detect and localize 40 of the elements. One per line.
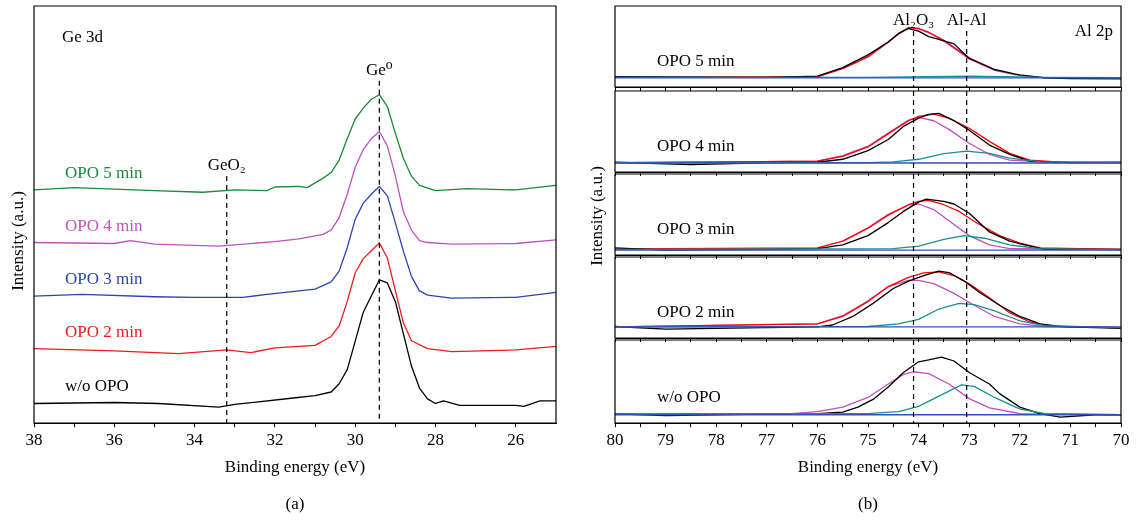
text: (a)	[284, 494, 306, 514]
x-tick-label: 70	[1112, 429, 1130, 449]
annotation: OPO 4 min	[657, 135, 735, 155]
x-tick-label: 38	[25, 429, 43, 449]
x-tick-label: 74	[910, 429, 928, 449]
series-label: OPO 4 min	[65, 215, 143, 235]
x-tick-label: 72	[1011, 429, 1029, 449]
x-tick-label: 78	[707, 429, 725, 449]
y-axis-title: Intensity (a.u.)	[587, 166, 607, 266]
annotation: Al 2p	[1074, 21, 1113, 40]
text: (b)	[857, 494, 879, 514]
x-tick-label: 26	[507, 429, 525, 449]
x-tick-label: 79	[657, 429, 675, 449]
x-tick-label: 30	[346, 429, 364, 449]
x-tick-label: 71	[1061, 429, 1079, 449]
series-label: w/o OPO	[65, 376, 129, 396]
ref-line-label: Al-Al	[946, 10, 987, 29]
ref-line-label: Ge⁰	[366, 59, 393, 79]
text: Ge 3d	[62, 27, 104, 46]
annotation: OPO 5 min	[657, 50, 735, 70]
series-label: OPO 5 min	[65, 162, 143, 182]
x-tick-label: 80	[606, 429, 624, 449]
annotation: OPO 2 min	[657, 301, 735, 321]
annotation: w/o OPO	[657, 386, 721, 406]
x-tick-label: 77	[758, 429, 776, 449]
series-label: OPO 2 min	[65, 321, 143, 341]
series-label: OPO 3 min	[65, 269, 143, 289]
y-axis-title: Intensity (a.u.)	[8, 191, 28, 291]
x-axis-title: Binding energy (eV)	[224, 457, 366, 477]
x-tick-label: 36	[105, 429, 123, 449]
ref-line-label: Al₂O₃	[892, 10, 935, 29]
x-tick-label: 32	[266, 429, 284, 449]
annotation: OPO 3 min	[657, 218, 735, 238]
ref-line-label: GeO₂	[207, 154, 246, 174]
x-axis-title: Binding energy (eV)	[797, 457, 939, 477]
x-tick-label: 28	[427, 429, 445, 449]
x-tick-label: 73	[960, 429, 978, 449]
x-tick-label: 76	[808, 429, 826, 449]
x-tick-label: 34	[186, 429, 204, 449]
x-tick-label: 75	[859, 429, 877, 449]
